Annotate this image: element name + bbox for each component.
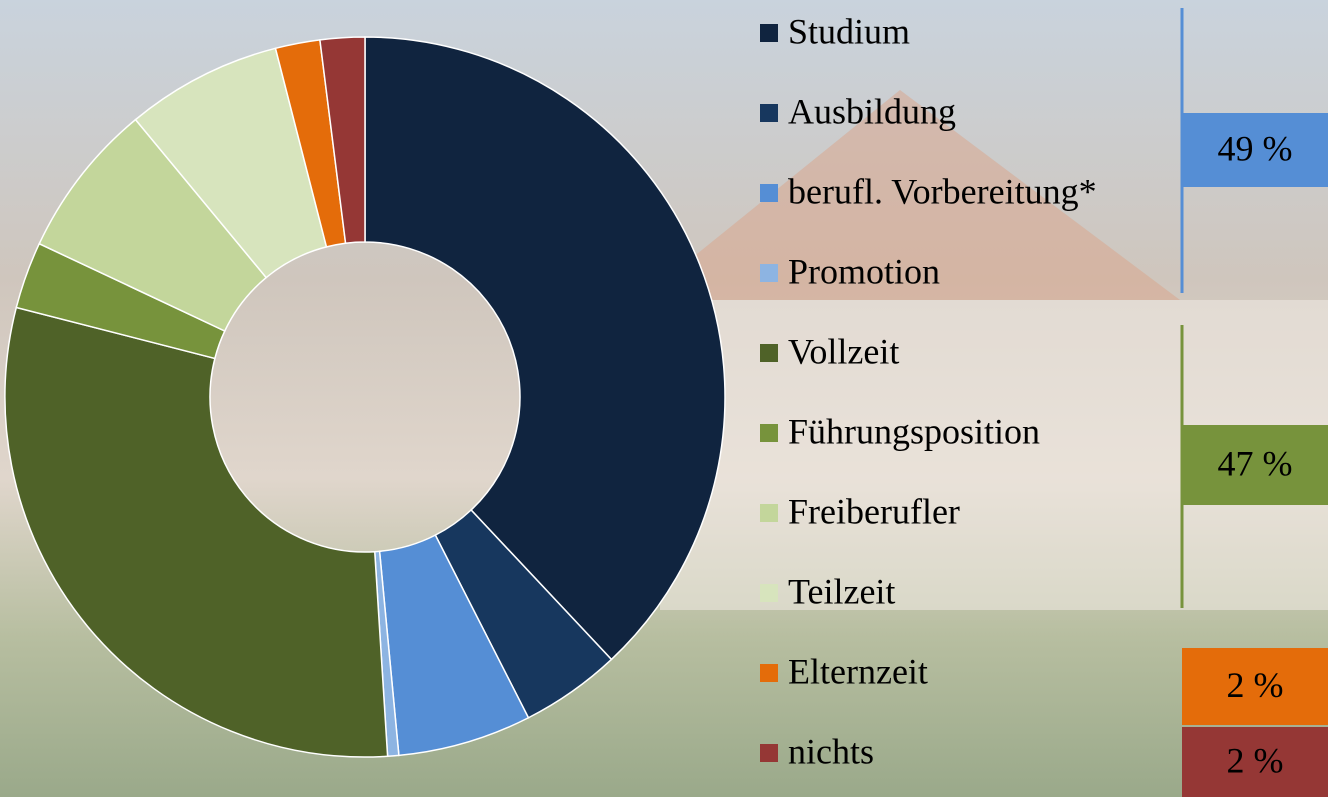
legend-label: Promotion [788,251,940,291]
group-label: 2 % [1227,740,1284,780]
legend-swatch [760,664,778,682]
legend-swatch [760,424,778,442]
chart: Studium Ausbildung berufl. Vorbereitung* Pr… [0,0,1328,797]
legend-swatch [760,504,778,522]
group-label: 47 % [1218,443,1293,483]
legend-swatch [760,744,778,762]
legend-label: Führungsposition [788,411,1040,451]
group-label: 2 % [1227,665,1284,705]
legend-label: Elternzeit [788,651,928,691]
legend-swatch [760,344,778,362]
legend-swatch [760,24,778,42]
legend-swatch [760,104,778,122]
legend-label: Ausbildung [788,91,956,131]
legend-label: nichts [788,731,874,771]
legend-label: Studium [788,11,910,51]
legend-label: Teilzeit [788,571,895,611]
group-label: 49 % [1218,128,1293,168]
legend-swatch [760,264,778,282]
legend-label: berufl. Vorbereitung* [788,171,1097,211]
legend-label: Freiberufler [788,491,960,531]
legend-swatch [760,584,778,602]
legend-swatch [760,184,778,202]
legend-label: Vollzeit [788,331,899,371]
